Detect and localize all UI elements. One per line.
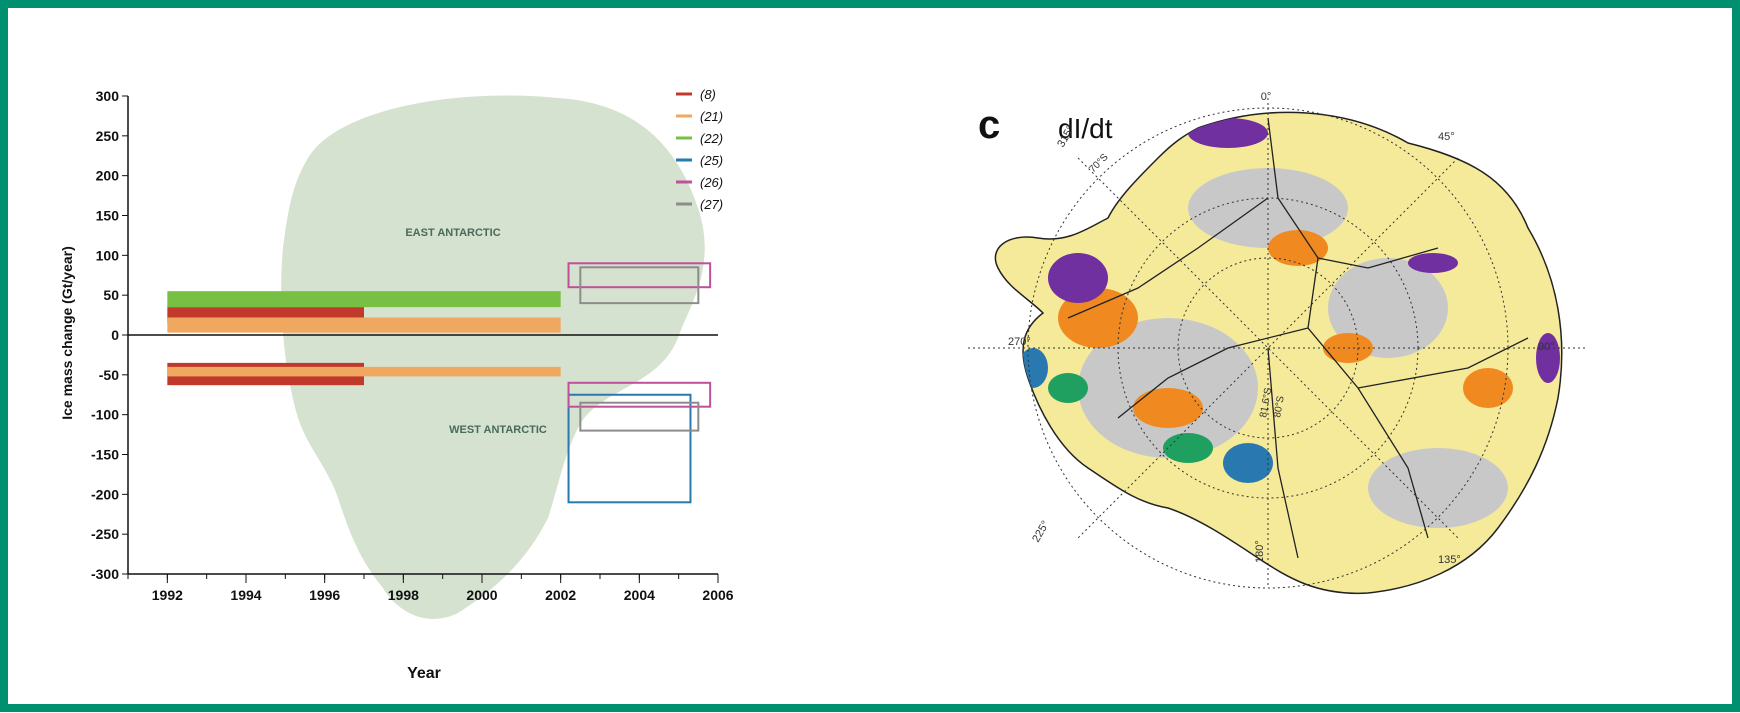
y-tick-label: -200: [91, 486, 119, 502]
gray-patch: [1368, 448, 1508, 528]
lon-label: 90°: [1538, 341, 1555, 353]
y-tick-label: -50: [99, 367, 119, 383]
lat-label: 70°S: [1087, 152, 1110, 175]
range-bar-series-2-0: [167, 291, 561, 308]
range-bar-series-1-1: [167, 366, 561, 377]
legend-label: (21): [700, 109, 723, 124]
lon-label: 0°: [1261, 91, 1272, 103]
lon-label: 180°: [1254, 540, 1266, 563]
purple-patch: [1536, 333, 1560, 383]
legend: (8) (21) (22) (25) (26) (27): [676, 87, 723, 212]
green-patch: [1048, 373, 1088, 403]
x-tick-label: 2006: [702, 587, 733, 603]
map-color-patches: [1018, 118, 1560, 528]
x-tick-label: 1996: [309, 587, 340, 603]
range-bar-series-5-0: [579, 266, 700, 305]
y-tick-label: -300: [91, 566, 119, 582]
lon-label: 45°: [1438, 131, 1455, 143]
range-bar-series-4-1: [567, 381, 712, 408]
x-tick-label: 1994: [230, 587, 261, 603]
y-tick-label: 0: [111, 327, 119, 343]
orange-patch: [1268, 230, 1328, 266]
y-axis-title: Ice mass change (Gt/year): [59, 246, 75, 420]
antarctica-map-panel: c dI/dt 0° 45° 90° 135° 180° 225° 270° 3…: [968, 88, 1708, 668]
legend-label: (26): [700, 175, 723, 190]
y-tick-label: 50: [103, 287, 119, 303]
ice-mass-chart: EAST ANTARCTIC WEST ANTARCTIC 300 250 200 1…: [38, 68, 838, 708]
x-tick-label: 2000: [466, 587, 497, 603]
gray-patch: [1328, 258, 1448, 358]
y-tick-label: -150: [91, 447, 119, 463]
y-tick-label: -250: [91, 526, 119, 542]
antarctica-silhouette: [281, 95, 705, 619]
legend-label: (8): [700, 87, 716, 102]
legend-label: (25): [700, 153, 723, 168]
range-bar-series-3-0: [567, 393, 692, 504]
lon-label: 135°: [1438, 554, 1461, 566]
x-tick-label: 2002: [545, 587, 576, 603]
bars-layer: [167, 262, 712, 504]
east-antarctic-label: EAST ANTARCTIC: [405, 227, 500, 239]
chart-svg: EAST ANTARCTIC WEST ANTARCTIC 300 250 200 1…: [59, 87, 734, 682]
orange-patch: [1133, 388, 1203, 428]
range-bar-series-4-0: [567, 262, 712, 289]
lon-label: 225°: [1030, 519, 1052, 545]
panel-label: c: [978, 103, 1000, 147]
x-tick-label: 1992: [152, 587, 183, 603]
purple-patch: [1048, 253, 1108, 303]
y-tick-label: 250: [96, 128, 120, 144]
legend-label: (22): [700, 131, 723, 146]
range-bar-series-1-0: [167, 317, 561, 333]
map-svg: c dI/dt 0° 45° 90° 135° 180° 225° 270° 3…: [968, 91, 1588, 595]
x-tick-label: 2004: [624, 587, 655, 603]
green-patch: [1163, 433, 1213, 463]
lat-label: 81.6°S: [1258, 387, 1274, 419]
lon-label: 270°: [1008, 336, 1031, 348]
legend-label: (27): [700, 197, 723, 212]
drainage-basin-lines: [1067, 117, 1529, 559]
orange-patch: [1463, 368, 1513, 408]
blue-patch: [1223, 443, 1273, 483]
y-tick-label: 300: [96, 88, 120, 104]
west-antarctic-label: WEST ANTARCTIC: [449, 424, 547, 436]
x-tick-label: 1998: [388, 587, 419, 603]
y-tick-label: -100: [91, 407, 119, 423]
x-axis-title: Year: [407, 665, 441, 682]
range-bar-series-5-1: [579, 401, 700, 432]
lat-label: 80°S: [1272, 395, 1287, 419]
y-tick-label: 100: [96, 247, 120, 263]
y-tick-label: 200: [96, 168, 120, 184]
purple-patch: [1188, 118, 1268, 148]
map-title: dI/dt: [1058, 113, 1113, 144]
y-tick-label: 150: [96, 208, 120, 224]
purple-patch: [1408, 253, 1458, 273]
axes-layer: 300 250 200 150 100 50 0 -50 -100 -150 -200 -250 -30…: [91, 88, 734, 603]
